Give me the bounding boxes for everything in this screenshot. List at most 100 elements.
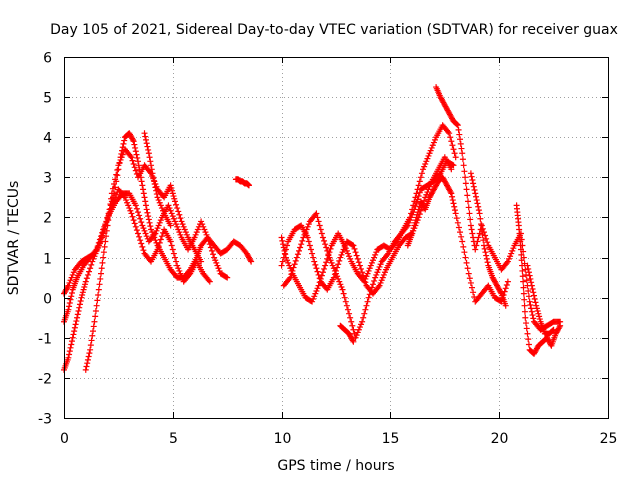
data-point	[183, 231, 190, 238]
data-point	[416, 178, 423, 185]
data-point	[472, 193, 479, 200]
data-point	[469, 284, 475, 291]
data-point	[300, 234, 307, 241]
data-point	[169, 213, 176, 220]
data-point	[153, 227, 160, 234]
data-point	[459, 150, 466, 157]
data-point	[296, 247, 303, 254]
data-point	[422, 160, 429, 167]
series-track-13	[467, 170, 509, 309]
y-tick-label: 2	[43, 211, 52, 227]
data-point	[101, 243, 108, 250]
data-point	[333, 270, 339, 277]
data-point	[363, 302, 370, 309]
data-point	[534, 308, 541, 315]
data-point	[143, 233, 150, 240]
data-point	[129, 213, 136, 220]
data-point	[212, 257, 219, 264]
data-point	[371, 254, 378, 261]
data-point	[405, 219, 412, 226]
data-point	[532, 299, 539, 306]
data-point	[452, 154, 459, 161]
data-point	[557, 322, 564, 329]
data-point	[530, 289, 537, 296]
data-point	[214, 262, 221, 269]
data-point	[497, 289, 504, 296]
data-point	[138, 240, 145, 247]
y-tick-label: 3	[43, 171, 52, 187]
data-point	[83, 363, 90, 370]
data-point	[160, 207, 167, 214]
data-point	[324, 247, 331, 254]
data-point	[412, 203, 419, 210]
data-point	[454, 121, 461, 128]
data-point	[330, 274, 337, 281]
data-point	[473, 242, 480, 249]
series-track-4	[82, 146, 205, 373]
data-point	[284, 257, 291, 264]
data-point	[356, 262, 363, 269]
data-point	[376, 282, 383, 289]
data-point	[481, 245, 488, 252]
data-point	[94, 297, 101, 304]
data-point	[528, 305, 535, 312]
data-point	[367, 262, 374, 269]
data-point	[311, 293, 318, 300]
data-point	[344, 306, 351, 313]
data-point	[502, 285, 509, 292]
data-point	[155, 243, 162, 250]
data-point	[177, 270, 184, 277]
data-point	[166, 205, 173, 212]
data-point	[131, 164, 138, 171]
data-point	[305, 221, 312, 228]
data-point	[462, 254, 469, 261]
grid	[64, 57, 608, 418]
data-point	[368, 259, 375, 266]
data-point	[66, 300, 73, 307]
data-point	[505, 255, 512, 262]
data-point	[146, 219, 153, 226]
data-point	[202, 229, 209, 236]
data-point	[518, 257, 525, 264]
data-point	[125, 202, 132, 209]
data-point	[479, 231, 486, 238]
data-point	[517, 246, 524, 253]
data-point	[82, 278, 89, 285]
x-tick-label: 5	[169, 431, 178, 447]
data-point	[373, 271, 380, 278]
axis-ticks: 0 5 10 15 20 25 -3 -2 -1 0 1 2 3 4 5 6	[38, 51, 617, 448]
data-point	[469, 230, 476, 237]
data-point	[462, 174, 469, 181]
data-point	[69, 334, 76, 341]
data-point	[321, 265, 328, 272]
data-point	[175, 226, 182, 233]
data-point	[154, 225, 161, 232]
data-point	[142, 136, 149, 143]
data-point	[148, 162, 155, 169]
data-point	[504, 258, 511, 265]
data-point	[134, 230, 141, 237]
data-point	[449, 161, 456, 168]
data-point	[66, 348, 73, 355]
data-point	[134, 209, 141, 216]
data-point	[88, 261, 95, 268]
data-point	[458, 233, 465, 240]
data-point	[448, 166, 455, 173]
data-point	[130, 160, 137, 167]
data-point	[66, 351, 73, 358]
data-point	[174, 262, 181, 269]
data-point	[86, 350, 93, 357]
data-point	[518, 251, 525, 258]
x-tick-label: 25	[600, 431, 618, 447]
data-point	[169, 246, 176, 253]
data-point	[77, 298, 84, 305]
data-point	[471, 293, 478, 300]
data-point	[307, 246, 314, 253]
data-point	[356, 324, 363, 331]
data-point	[342, 298, 349, 305]
data-point	[148, 166, 155, 173]
data-point	[289, 267, 296, 274]
data-point	[65, 282, 72, 289]
data-point	[478, 221, 485, 228]
